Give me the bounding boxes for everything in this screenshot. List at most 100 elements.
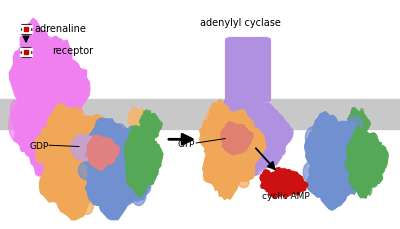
Polygon shape (290, 177, 308, 195)
Polygon shape (217, 171, 232, 182)
Polygon shape (283, 176, 286, 178)
Polygon shape (106, 142, 110, 146)
Polygon shape (230, 169, 244, 183)
Polygon shape (142, 115, 146, 122)
Polygon shape (134, 111, 138, 116)
Polygon shape (305, 127, 323, 148)
Polygon shape (143, 117, 148, 123)
Polygon shape (108, 141, 114, 146)
Polygon shape (130, 169, 138, 184)
Polygon shape (206, 121, 215, 142)
Polygon shape (110, 149, 118, 157)
Polygon shape (148, 141, 155, 153)
Polygon shape (279, 184, 284, 186)
Polygon shape (150, 115, 154, 119)
Polygon shape (349, 119, 354, 125)
Polygon shape (120, 190, 131, 204)
Polygon shape (305, 112, 379, 210)
Polygon shape (270, 183, 273, 186)
Polygon shape (136, 178, 151, 195)
Polygon shape (130, 132, 137, 148)
Polygon shape (261, 185, 266, 188)
Polygon shape (303, 182, 305, 185)
Polygon shape (45, 150, 57, 172)
Polygon shape (154, 119, 157, 123)
Polygon shape (363, 116, 367, 122)
Polygon shape (126, 157, 134, 164)
Polygon shape (75, 151, 81, 156)
Polygon shape (96, 144, 101, 149)
Polygon shape (141, 130, 145, 135)
Polygon shape (80, 137, 86, 140)
Polygon shape (276, 183, 280, 185)
Polygon shape (212, 110, 214, 116)
Polygon shape (277, 176, 280, 179)
Polygon shape (142, 135, 148, 142)
Polygon shape (284, 177, 288, 179)
Polygon shape (125, 152, 130, 161)
Polygon shape (302, 186, 305, 189)
Polygon shape (76, 154, 82, 160)
Polygon shape (48, 174, 70, 201)
Polygon shape (348, 151, 355, 166)
Polygon shape (287, 179, 292, 183)
Polygon shape (348, 143, 353, 157)
Polygon shape (214, 112, 234, 124)
Polygon shape (346, 116, 363, 139)
Polygon shape (38, 37, 56, 55)
Polygon shape (291, 187, 294, 190)
Polygon shape (221, 145, 234, 163)
Polygon shape (266, 147, 285, 157)
Polygon shape (146, 113, 149, 120)
Polygon shape (206, 130, 210, 134)
Polygon shape (323, 123, 339, 136)
Text: cyclic AMP: cyclic AMP (262, 191, 310, 200)
Polygon shape (209, 115, 211, 119)
Text: receptor: receptor (52, 45, 93, 55)
Polygon shape (225, 107, 242, 119)
Polygon shape (215, 131, 220, 135)
Polygon shape (348, 157, 355, 172)
Polygon shape (285, 172, 290, 175)
Polygon shape (29, 128, 42, 145)
Polygon shape (210, 114, 214, 118)
Polygon shape (301, 187, 304, 190)
Polygon shape (247, 120, 254, 131)
Polygon shape (288, 181, 290, 184)
Polygon shape (352, 112, 358, 119)
Polygon shape (36, 150, 48, 164)
Polygon shape (280, 185, 283, 187)
Polygon shape (274, 179, 278, 181)
Polygon shape (141, 127, 146, 134)
Polygon shape (128, 120, 132, 123)
Polygon shape (345, 160, 353, 172)
Polygon shape (125, 159, 134, 174)
Polygon shape (261, 178, 266, 181)
Polygon shape (370, 175, 378, 187)
Polygon shape (133, 129, 136, 137)
Polygon shape (10, 101, 19, 120)
Polygon shape (349, 131, 365, 147)
Polygon shape (275, 172, 278, 176)
Polygon shape (351, 134, 354, 138)
Polygon shape (288, 181, 292, 184)
Polygon shape (139, 131, 144, 144)
Polygon shape (136, 133, 145, 142)
Polygon shape (296, 184, 298, 187)
Polygon shape (89, 152, 96, 159)
Polygon shape (220, 123, 223, 129)
Polygon shape (138, 113, 144, 117)
Polygon shape (223, 134, 230, 137)
Polygon shape (291, 183, 294, 185)
Polygon shape (279, 180, 297, 198)
Polygon shape (237, 148, 243, 154)
Polygon shape (80, 195, 94, 214)
FancyBboxPatch shape (246, 38, 270, 102)
Polygon shape (247, 96, 258, 113)
Polygon shape (288, 194, 292, 196)
Polygon shape (272, 174, 276, 177)
Polygon shape (214, 111, 218, 117)
Polygon shape (143, 121, 146, 129)
Polygon shape (221, 136, 227, 143)
Polygon shape (278, 192, 281, 197)
